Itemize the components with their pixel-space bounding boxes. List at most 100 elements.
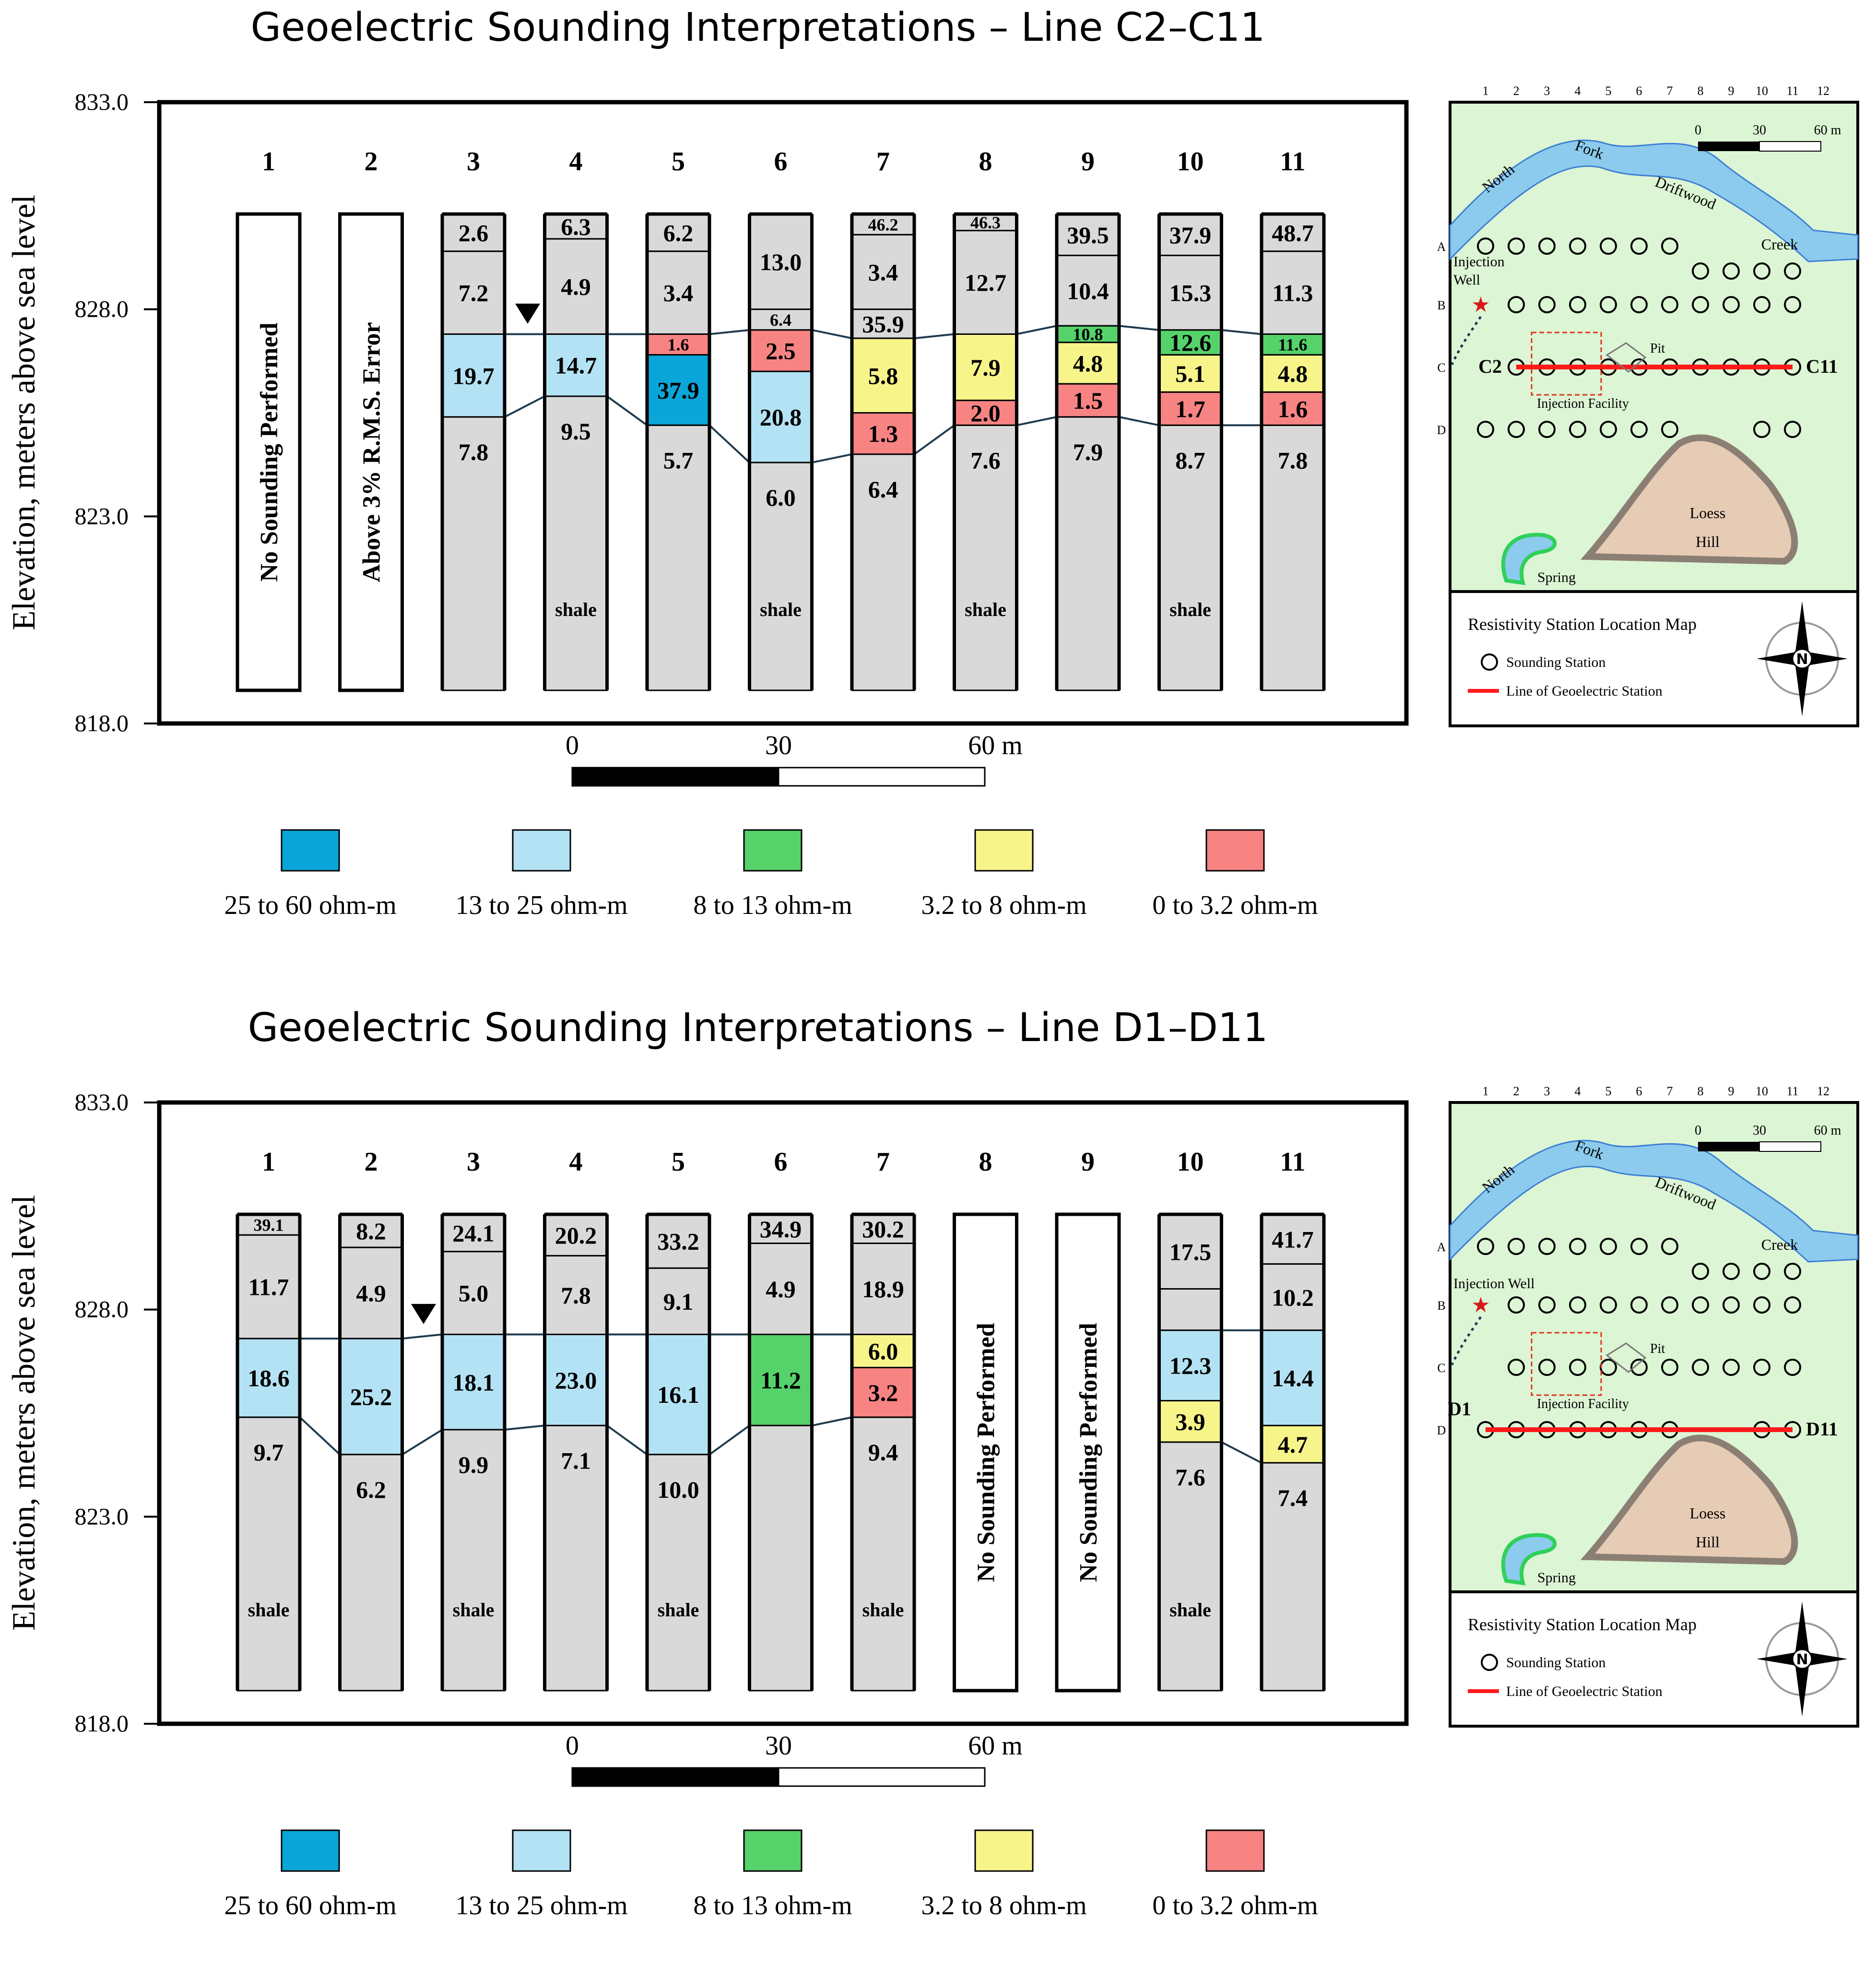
- sounding-station-icon: [1753, 1296, 1770, 1314]
- resistivity-layer: [1261, 333, 1325, 356]
- layer-value: 3.4: [663, 280, 694, 307]
- water-table-marker: [411, 1303, 436, 1324]
- map-row-letter: C: [1437, 1361, 1445, 1375]
- line-end-label: D11: [1806, 1418, 1838, 1440]
- layer-value: 9.9: [459, 1451, 489, 1478]
- layer-note: shale: [862, 1599, 904, 1621]
- north-arrow-icon: N: [1757, 601, 1848, 716]
- layer-value: 37.9: [1169, 222, 1212, 249]
- map-column-number: 9: [1728, 1084, 1734, 1098]
- station-column-2: 8.2 4.9 25.2 6.2: [338, 1212, 404, 1692]
- legend-swatch: [512, 829, 571, 872]
- layer-value: 7.9: [970, 354, 1001, 381]
- layer-value: 11.3: [1273, 280, 1313, 307]
- no-data-column: [236, 212, 302, 692]
- layer-value: 19.7: [452, 362, 495, 389]
- injection-well-label: Injection Well: [1453, 1276, 1534, 1292]
- map-row-letter: B: [1437, 298, 1445, 312]
- layer-value: 3.9: [1175, 1408, 1205, 1435]
- scale-label: 60 m: [968, 731, 1023, 760]
- station-column-5: 33.2 9.1 16.1 10.0 shale: [645, 1212, 711, 1692]
- station-number: 1: [262, 1147, 275, 1177]
- scale-label: 30: [765, 731, 792, 760]
- layer-note: shale: [965, 599, 1006, 620]
- layer-value: 10.2: [1272, 1284, 1314, 1311]
- legend-swatch: [281, 829, 340, 872]
- map-legend-title: Resistivity Station Location Map: [1468, 1615, 1697, 1634]
- station-column-8: 46.3 12.7 7.9 2.0 7.6 shale: [953, 212, 1018, 691]
- resistivity-layer: [544, 395, 608, 691]
- layer-value: 10.4: [1067, 277, 1109, 304]
- station-number: 5: [672, 1147, 685, 1177]
- resistivity-layer: [646, 333, 710, 356]
- compass-north-label: N: [1796, 651, 1808, 668]
- resistivity-layer: [1261, 391, 1325, 426]
- layer-value: 1.6: [668, 335, 689, 355]
- sounding-station-icon: [1538, 1359, 1556, 1376]
- legend-label: 0 to 3.2 ohm-m: [1152, 1891, 1318, 1920]
- layer-value: 20.2: [555, 1222, 597, 1249]
- sounding-station-icon: [1692, 262, 1709, 280]
- correlation-line: [504, 395, 545, 418]
- layer-value: 7.8: [459, 438, 489, 465]
- sounding-station-icon: [1630, 1238, 1648, 1255]
- resistivity-layer: [749, 329, 813, 372]
- sounding-station-icon: [1477, 237, 1494, 255]
- station-number: 4: [569, 1147, 583, 1177]
- y-tick-label: 833.0: [75, 88, 129, 115]
- line-start-label: D1: [1448, 1398, 1471, 1420]
- correlation-line: [812, 453, 852, 464]
- sounding-station-icon: [1538, 237, 1556, 255]
- layer-value: 10.0: [657, 1476, 699, 1503]
- map-column-number: 1: [1483, 1084, 1489, 1098]
- layer-value: 4.7: [1278, 1431, 1308, 1458]
- correlation-line: [1221, 329, 1262, 335]
- legend-swatch: [743, 1829, 802, 1872]
- facility-label: Injection Facility: [1537, 396, 1629, 411]
- station-number: 10: [1177, 147, 1204, 177]
- map-scale-label: 0: [1695, 123, 1701, 138]
- correlation-line: [401, 1429, 443, 1456]
- sounding-station-icon: [1692, 1359, 1709, 1376]
- panel-title: Geoelectric Sounding Interpretations – L…: [248, 1005, 1268, 1051]
- injection-facility-box: [1531, 332, 1602, 396]
- layer-value: 25.2: [350, 1383, 392, 1410]
- loess-label: Loess: [1690, 1505, 1726, 1522]
- resistivity-layer: [1261, 1329, 1325, 1426]
- correlation-line: [504, 1424, 545, 1431]
- layer-value: 7.8: [561, 1282, 591, 1309]
- sounding-station-icon: [1569, 421, 1586, 438]
- legend-label: 25 to 60 ohm-m: [224, 890, 396, 920]
- layer-value: 9.1: [663, 1288, 694, 1315]
- sounding-station-icon: [1661, 237, 1678, 255]
- map-scale-label: 60 m: [1814, 1123, 1841, 1138]
- sounding-station-icon: [1569, 1359, 1586, 1376]
- station-column-5: 6.2 3.4 1.6 37.9 5.7: [645, 212, 711, 691]
- map-column-number: 7: [1667, 84, 1673, 98]
- layer-value: 7.1: [561, 1447, 591, 1474]
- loess-hill-shape: [1580, 434, 1798, 565]
- resistivity-layer: [851, 453, 915, 691]
- layer-value: 7.2: [459, 280, 489, 307]
- sounding-station-icon: [1630, 296, 1648, 313]
- correlation-line: [812, 329, 852, 340]
- sounding-station-icon: [1569, 237, 1586, 255]
- sounding-station-icon: [1692, 1263, 1709, 1280]
- line-start-label: C2: [1478, 355, 1502, 377]
- loess-label: Loess: [1690, 504, 1726, 521]
- legend-label: 3.2 to 8 ohm-m: [921, 1891, 1086, 1920]
- y-tick-label: 818.0: [75, 1710, 129, 1737]
- sounding-station-icon: [1569, 1238, 1586, 1255]
- layer-value: 7.4: [1278, 1484, 1308, 1511]
- scale-label: 0: [566, 731, 579, 760]
- sounding-station-icon: [1753, 296, 1770, 313]
- resistivity-layer: [1158, 1329, 1222, 1402]
- layer-note: shale: [760, 599, 802, 620]
- map-column-number: 12: [1817, 84, 1829, 98]
- layer-value: 9.7: [254, 1439, 284, 1466]
- correlation-line: [1016, 416, 1057, 427]
- layer-note: shale: [1169, 1599, 1211, 1621]
- station-number: 11: [1280, 1147, 1306, 1177]
- injection-well-icon: ★: [1471, 1293, 1490, 1317]
